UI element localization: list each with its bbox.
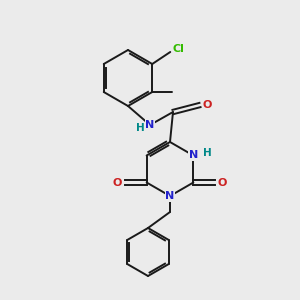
Text: O: O: [113, 178, 122, 188]
Text: N: N: [146, 120, 154, 130]
Text: O: O: [218, 178, 227, 188]
Text: H: H: [203, 148, 212, 158]
Text: H: H: [136, 123, 144, 133]
Text: N: N: [165, 191, 175, 201]
Text: N: N: [189, 151, 198, 160]
Text: Cl: Cl: [172, 44, 184, 54]
Text: O: O: [202, 100, 212, 110]
